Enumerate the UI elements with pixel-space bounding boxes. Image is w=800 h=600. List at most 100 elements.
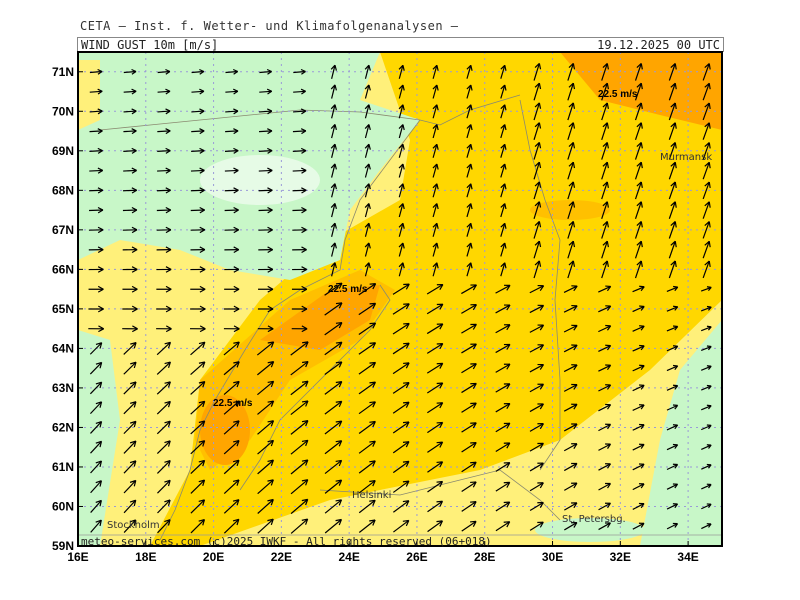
wind-arrow	[225, 108, 239, 115]
wind-arrow	[123, 499, 137, 514]
wind-arrow	[598, 403, 612, 412]
wind-arrow	[632, 404, 645, 412]
wind-arrow	[364, 143, 371, 158]
wind-arrow	[257, 305, 274, 313]
wind-arrow	[466, 183, 473, 198]
wind-arrow	[223, 341, 240, 356]
wind-arrow	[190, 226, 206, 234]
wind-arrow	[290, 400, 309, 416]
wind-arrow	[702, 240, 711, 259]
lat-tick-label: 66N	[52, 262, 74, 276]
wind-arrow	[190, 459, 206, 475]
wind-arrow	[224, 147, 239, 154]
wind-arrow	[567, 62, 576, 81]
wind-arrow	[190, 305, 206, 313]
wind-arrow	[461, 422, 477, 433]
wind-arrow	[392, 401, 410, 414]
wind-arrow	[292, 206, 307, 214]
wind-arrow	[700, 305, 712, 312]
wind-arrow	[461, 441, 477, 453]
wind-arrow	[398, 222, 405, 237]
wind-arrow	[358, 361, 377, 375]
lon-tick-label: 32E	[610, 550, 631, 564]
wind-arrow	[123, 519, 137, 533]
wind-arrow	[563, 285, 578, 293]
wind-arrow	[461, 382, 477, 394]
wind-arrow	[324, 459, 343, 475]
wind-arrow	[466, 84, 473, 99]
wind-arrow	[567, 82, 576, 101]
wind-arrow	[224, 206, 239, 214]
wind-arrow	[466, 203, 473, 218]
wind-arrow	[90, 440, 103, 454]
wind-arrow	[224, 226, 239, 234]
wind-arrow	[461, 461, 477, 473]
wind-arrow	[461, 481, 477, 493]
wind-arrow	[123, 68, 137, 75]
wind-arrow	[157, 499, 171, 514]
wind-arrow	[257, 325, 274, 333]
wind-arrow	[598, 463, 612, 471]
wind-arrow	[427, 461, 444, 473]
wind-arrow	[122, 325, 138, 333]
wind-arrow	[426, 303, 444, 315]
city-murmansk: Murmansk	[660, 152, 712, 163]
wind-arrow	[432, 163, 439, 178]
city-st-petersburg: St. Petersbg.	[562, 514, 626, 525]
wind-arrow	[500, 143, 507, 158]
wind-arrow	[225, 88, 239, 95]
wind-arrow	[563, 443, 578, 452]
wind-arrow	[668, 221, 677, 239]
wind-arrow	[291, 305, 308, 313]
wind-arrow	[223, 479, 240, 494]
wind-arrow	[702, 82, 711, 101]
lat-tick-label: 61N	[52, 460, 74, 474]
wind-arrow	[293, 108, 307, 115]
wind-arrow	[122, 246, 138, 253]
wind-arrow	[495, 343, 511, 354]
wind-arrow	[500, 183, 507, 198]
wind-arrow	[364, 183, 371, 198]
lon-tick-label: 34E	[677, 550, 698, 564]
wind-arrow	[567, 220, 576, 239]
wind-arrow	[156, 440, 171, 455]
wind-arrow	[427, 480, 444, 493]
wind-arrow	[258, 187, 273, 194]
wind-arrow	[495, 402, 511, 413]
wind-arrow	[666, 384, 679, 391]
wind-arrow	[191, 88, 205, 95]
wind-arrow	[157, 519, 171, 534]
wind-arrow	[426, 323, 444, 335]
orange-core	[260, 285, 380, 350]
wind-arrow	[88, 305, 104, 313]
wind-arrow	[567, 181, 576, 200]
wind-arrow	[466, 163, 473, 178]
wind-arrow	[330, 104, 337, 119]
wind-arrow	[700, 345, 712, 352]
wind-arrow	[392, 303, 410, 315]
wind-arrow	[358, 322, 377, 335]
wind-arrow	[89, 187, 104, 194]
wind-arrow	[364, 64, 371, 79]
wind-arrow	[426, 343, 444, 354]
wind-arrow	[632, 463, 645, 471]
wind-arrow	[123, 167, 137, 174]
wind-arrow	[156, 361, 171, 375]
wind-arrow	[666, 364, 679, 372]
wind-arrow	[257, 518, 274, 534]
wind-arrow	[89, 88, 103, 95]
wind-arrow	[258, 206, 273, 214]
wind-arrow	[398, 163, 405, 178]
gold-region	[150, 52, 722, 546]
wind-arrow	[398, 64, 405, 79]
wind-arrow	[156, 246, 172, 253]
wind-arrow	[702, 161, 711, 180]
wind-arrow	[358, 401, 376, 415]
contour-label: 22.5 m/s	[598, 89, 638, 100]
wind-arrow	[364, 84, 371, 99]
wind-arrow	[90, 460, 103, 474]
wind-arrow	[191, 147, 205, 154]
wind-arrow	[668, 122, 677, 140]
wind-arrow	[89, 147, 103, 154]
